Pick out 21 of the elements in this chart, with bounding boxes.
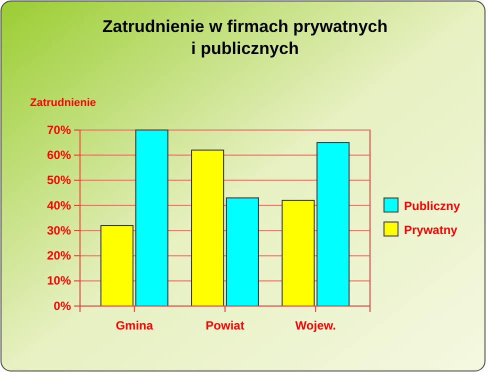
- y-tick-label: 30%: [46, 223, 72, 238]
- y-tick-label: 10%: [46, 274, 72, 288]
- y-axis-title: Zatrudnienie: [30, 97, 96, 109]
- y-tick-label: 60%: [46, 148, 72, 162]
- chart-title: Zatrudnienie w firmach prywatnych i publicznych: [102, 17, 388, 58]
- legend-label: Publiczny: [404, 199, 460, 213]
- bar: [316, 142, 350, 306]
- y-tick-label: 70%: [46, 122, 72, 137]
- x-tick-label: Gmina: [116, 318, 154, 332]
- x-tick-label: Wojew.: [295, 318, 336, 332]
- bar: [100, 225, 134, 306]
- y-tick-label: 20%: [46, 248, 72, 263]
- bar: [135, 130, 168, 306]
- y-tick-label: 50%: [46, 173, 72, 188]
- bar: [191, 150, 224, 306]
- bar: [282, 200, 315, 306]
- bar: [226, 197, 259, 306]
- x-tick-label: Powiat: [206, 318, 244, 332]
- legend-label: Prywatny: [404, 223, 458, 237]
- y-tick-label: 40%: [46, 198, 72, 212]
- y-tick-label: 0%: [54, 298, 72, 313]
